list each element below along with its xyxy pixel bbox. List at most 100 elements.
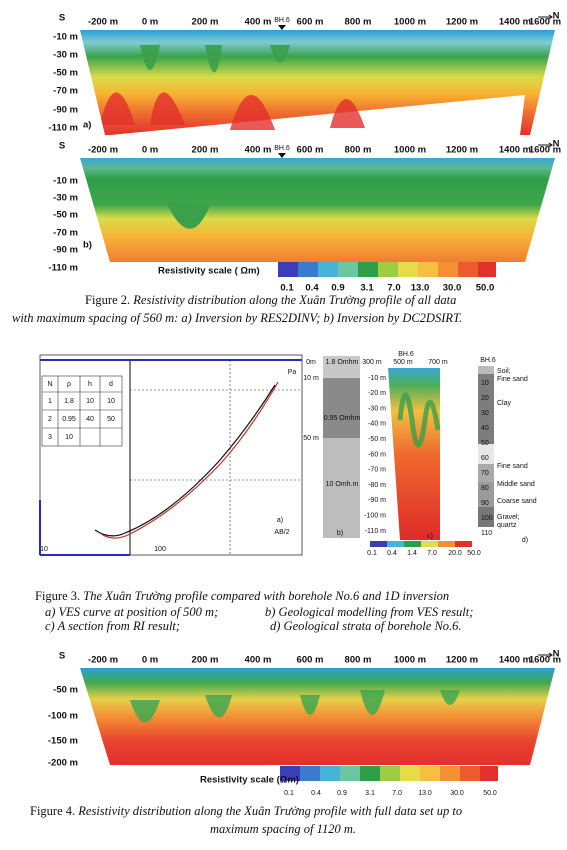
distance-label: -200 m xyxy=(88,655,118,666)
depth-label: -110 m xyxy=(48,123,78,134)
caption-fig4-line2: maximum spacing of 1120 m. xyxy=(210,822,356,836)
depth-label: 100 xyxy=(481,515,493,522)
distance-label: 600 m xyxy=(297,17,324,28)
table-cell: 0.95 xyxy=(62,416,76,423)
depth-label: -80 m xyxy=(368,482,386,489)
scale-value: 7.0 xyxy=(387,283,400,294)
marker-triangle xyxy=(278,25,286,30)
distance-label: 0 m xyxy=(142,145,158,156)
scale-title: Resistivity scale ( Ωm) xyxy=(158,266,260,277)
distance-label: 800 m xyxy=(345,17,372,28)
scale-value: 0.4 xyxy=(311,790,321,797)
distance-label: 0 m xyxy=(142,655,158,666)
depth-label: -10 m xyxy=(53,32,78,43)
depth-label: -70 m xyxy=(53,228,78,239)
depth-label: -30 m xyxy=(53,50,78,61)
depth-label: 30 xyxy=(481,410,489,417)
panel-label: b) xyxy=(83,240,92,251)
distance-label: 400 m xyxy=(245,655,272,666)
stratum-label: Clay xyxy=(497,400,512,407)
ri-section xyxy=(388,368,441,540)
depth-label: -50 m xyxy=(53,210,78,221)
distance-label: 500 m xyxy=(393,359,413,366)
layer-label: 10 Omh.m xyxy=(326,481,359,488)
depth-label: -10 m xyxy=(53,176,78,187)
depth-label: 60 xyxy=(481,455,489,462)
ves-chart xyxy=(39,354,303,556)
stratum-label: quartz xyxy=(497,522,517,529)
depth-label: -50 m xyxy=(368,436,386,443)
distance-label: 600 m xyxy=(297,145,324,156)
scale-value: 0.1 xyxy=(284,790,294,797)
scale-value: 1.4 xyxy=(407,550,417,557)
table-cell: 10 xyxy=(65,434,73,441)
depth-label: -110 m xyxy=(48,263,78,274)
distance-label: 0 m xyxy=(142,17,158,28)
depth-label: 90 xyxy=(481,500,489,507)
distance-label: 1400 m xyxy=(499,17,531,28)
distance-label: 300 m xyxy=(362,359,382,366)
scale-value: 50.0 xyxy=(467,550,481,557)
distance-label: 400 m xyxy=(245,17,272,28)
table-header: ρ xyxy=(67,381,71,388)
distance-label: 1600 m xyxy=(529,17,561,28)
colorbar-fig2 xyxy=(278,262,496,277)
depth-label: -70 m xyxy=(53,86,78,97)
borehole-marker: BH.6 xyxy=(398,351,414,358)
scale-value: 0.1 xyxy=(367,550,377,557)
panel-label: c) xyxy=(427,533,433,540)
panel-label: d) xyxy=(522,537,528,544)
x-axis-title: AB/2 xyxy=(274,529,289,536)
table-header: N xyxy=(47,381,52,388)
panel-label: a) xyxy=(83,120,91,131)
scale-value: 13.0 xyxy=(411,283,430,294)
distance-label: 400 m xyxy=(245,145,272,156)
borehole-marker: BH.6 xyxy=(274,17,290,24)
distance-label: 700 m xyxy=(428,359,448,366)
table-cell: 3 xyxy=(48,434,52,441)
depth-label: -110 m xyxy=(365,528,386,535)
panel-label: b) xyxy=(337,530,343,537)
borehole-title: BH.6 xyxy=(480,357,496,364)
table-header: h xyxy=(88,381,92,388)
north-label: N xyxy=(553,649,560,660)
depth-label: -40 m xyxy=(368,421,386,428)
borehole-column xyxy=(478,366,494,527)
layer-label: 0.95 Omhm xyxy=(324,415,361,422)
caption-item: b) Geological modelling from VES result; xyxy=(265,605,473,619)
depth-label: 80 xyxy=(481,485,489,492)
depth-label: 20 xyxy=(481,395,489,402)
north-arrow xyxy=(538,14,553,20)
scale-value: 13.0 xyxy=(418,790,432,797)
scale-value: 0.9 xyxy=(337,790,347,797)
depth-label: 50 m xyxy=(303,435,319,442)
colorbar-fig3 xyxy=(370,541,472,547)
distance-label: -200 m xyxy=(88,145,118,156)
depth-label: 10 xyxy=(481,380,489,387)
stratum-label: Fine sand xyxy=(497,463,528,470)
distance-label: 1600 m xyxy=(529,145,561,156)
depth-label: -100 m xyxy=(364,513,386,520)
depth-label: -50 m xyxy=(53,685,78,696)
depth-label: -50 m xyxy=(53,68,78,79)
scale-value: 30.0 xyxy=(443,283,462,294)
north-label: N xyxy=(553,11,560,22)
table-cell: 40 xyxy=(86,416,94,423)
colorbar-fig4 xyxy=(280,766,498,781)
distance-label: -200 m xyxy=(88,17,118,28)
depth-label: -70 m xyxy=(368,467,386,474)
stratum-label: Fine sand xyxy=(497,376,528,383)
x-tick-label: 10 xyxy=(40,546,48,553)
section-a xyxy=(80,30,555,135)
depth-label: -60 m xyxy=(368,451,386,458)
section-b xyxy=(80,158,555,262)
depth-label: -90 m xyxy=(53,245,78,256)
south-label: S xyxy=(59,13,65,24)
distance-label: 1200 m xyxy=(446,17,478,28)
depth-label: -200 m xyxy=(48,758,78,769)
caption-fig4: Figure 4. Resistivity distribution along… xyxy=(30,804,462,818)
depth-label: -90 m xyxy=(53,105,78,116)
x-tick-label: 100 xyxy=(154,546,166,553)
stratum-label: Soil; xyxy=(497,368,511,375)
